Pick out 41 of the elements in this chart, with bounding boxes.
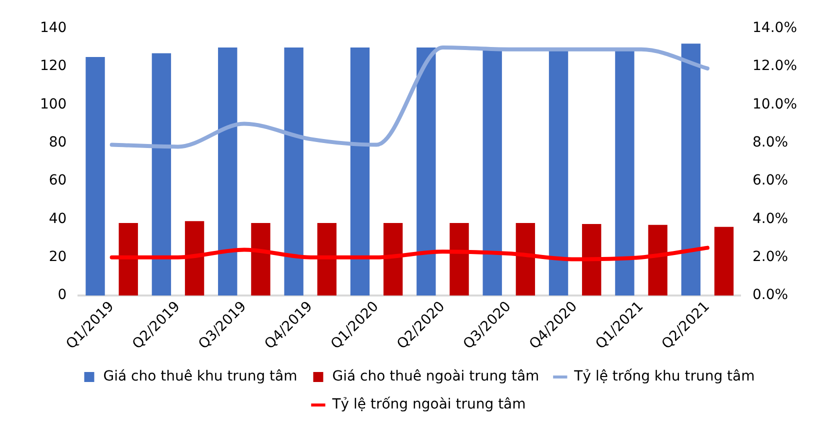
bar	[218, 47, 238, 296]
legend-label: Giá cho thuê khu trung tâm	[103, 368, 298, 385]
bar	[516, 223, 536, 296]
bar	[86, 57, 105, 296]
y2-tick-label: 8.0%	[752, 134, 788, 151]
y2-tick-label: 12.0%	[752, 58, 798, 74]
bar	[118, 223, 138, 296]
legend-label: Tỷ lệ trống ngoài trung tâm	[331, 396, 526, 413]
y-tick-label: 140	[40, 20, 67, 36]
y2-tick-label: 4.0%	[752, 210, 788, 227]
bar	[681, 44, 700, 296]
y-tick-label: 100	[40, 96, 67, 112]
bar	[284, 47, 304, 296]
bar	[152, 53, 172, 296]
bar	[383, 223, 403, 296]
bar	[416, 47, 436, 296]
bar	[450, 223, 469, 296]
y-tick-label: 80	[48, 134, 67, 151]
y2-tick-label: 0.0%	[752, 287, 788, 304]
bar	[251, 223, 270, 296]
line-series	[110, 246, 710, 262]
y2-tick-label: 6.0%	[752, 172, 788, 189]
y2-tick-label: 2.0%	[752, 248, 788, 265]
y-tick-label: 60	[48, 172, 67, 189]
bar	[184, 221, 204, 296]
y-tick-label: 20	[48, 248, 67, 265]
y2-tick-label: 10.0%	[752, 96, 798, 112]
bar	[317, 223, 336, 296]
bar	[548, 49, 568, 296]
y2-tick-label: 14.0%	[752, 20, 798, 36]
bar	[350, 47, 370, 296]
y-tick-label: 40	[48, 210, 67, 227]
line-series	[110, 45, 710, 149]
legend-label: Tỷ lệ trống khu trung tâm	[573, 368, 755, 385]
bar	[582, 224, 602, 296]
y-tick-label: 120	[40, 58, 67, 74]
bar	[648, 224, 668, 296]
bar	[482, 49, 502, 296]
y-tick-label: 0	[58, 287, 67, 304]
bar	[714, 226, 734, 296]
legend-label: Giá cho thuê ngoài trung tâm	[332, 368, 540, 385]
